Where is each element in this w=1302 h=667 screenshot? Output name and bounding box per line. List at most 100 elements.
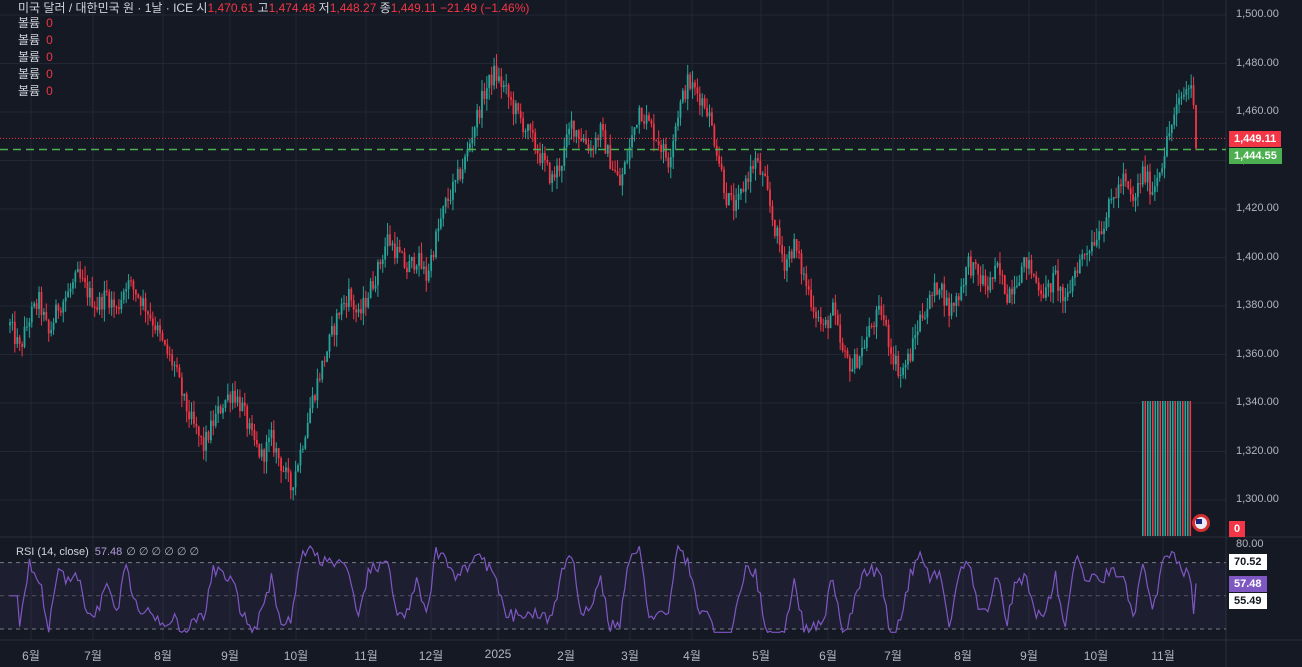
candle [599,121,602,148]
candle [23,316,26,349]
candle [1122,162,1125,195]
candle [926,297,929,325]
candle [183,393,186,401]
price-axis-tick: 1,320.00 [1236,444,1279,457]
candle [568,122,571,146]
candle [449,189,452,205]
rsi-axis-tick: 80.00 [1236,538,1264,550]
candle [1127,180,1130,190]
candle [164,339,166,346]
candle [868,317,871,338]
candle [684,84,687,103]
volume-bar [1184,401,1187,536]
candle [464,153,466,173]
candle [1139,173,1142,194]
candle [638,105,641,134]
candle [609,134,612,170]
price-axis-tick: 1,300.00 [1236,493,1279,505]
volume-bar [1169,401,1172,536]
candle [173,361,176,377]
candle [93,301,96,318]
candle [1042,283,1045,299]
candle [725,182,728,208]
candle [1045,275,1047,301]
candle [911,327,914,362]
candle [582,134,585,143]
candle [805,265,808,296]
candle [226,383,229,403]
candle [829,312,832,329]
candle [902,363,905,379]
candle [773,219,776,239]
candle [592,145,595,158]
candle [391,240,394,251]
candle [766,164,769,191]
candle [1168,121,1171,141]
candle [1057,259,1059,302]
candle [347,278,350,312]
candle [616,160,619,177]
candle [360,299,362,321]
candle [1146,164,1149,192]
candle [585,130,587,145]
candle [563,137,566,171]
candle [858,355,861,370]
candle [565,124,568,158]
candle [209,410,212,444]
candle [541,144,544,170]
candle [933,273,936,303]
candle [1190,74,1193,99]
candle [381,254,384,273]
symbol-title: 미국 달러 / 대한민국 원 · 1날 · ICE [18,1,194,15]
candle [996,261,999,269]
candle [839,313,842,350]
open-value: 1,470.61 [207,1,255,15]
candle [800,249,803,285]
candle [909,348,912,363]
candle [878,294,880,315]
candle [1129,178,1132,202]
candle [769,181,771,213]
candle [473,126,476,147]
candle [1132,186,1134,207]
candle [781,236,784,263]
volume-tag: 0 [1229,521,1246,537]
candle [420,242,423,270]
candle [875,306,878,339]
candle [166,338,169,359]
candle [1124,168,1127,188]
candle [277,447,280,467]
time-axis-tick: 12월 [418,649,444,663]
candle [69,283,72,298]
rsi-value: 57.48 [94,546,123,558]
candle [611,160,614,171]
candle [471,126,474,153]
candle [955,292,958,317]
time-axis-tick: 4월 [683,649,701,663]
candle [594,132,597,155]
candle [551,170,554,192]
candle [483,82,486,105]
candle [156,321,159,337]
candle [289,469,292,499]
candle [672,134,675,170]
candle [488,74,491,100]
candle [171,349,174,371]
candle [389,225,391,247]
candle [1141,161,1144,188]
candle [159,318,161,342]
candle [91,276,94,308]
candle [236,389,239,407]
candle [268,429,270,453]
candle [681,88,684,104]
candle [950,293,953,320]
candle [626,150,629,165]
low-label: 저 [318,1,330,15]
candle [454,179,457,193]
candle [435,228,437,260]
candle [74,269,77,289]
candle [207,430,210,444]
candle [558,157,561,177]
candle [103,280,106,322]
